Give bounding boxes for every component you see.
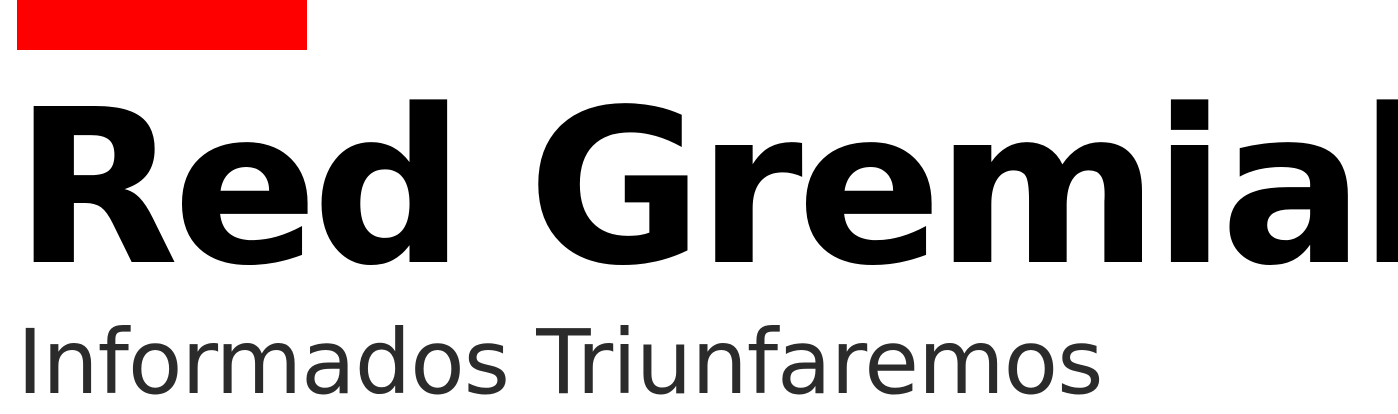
- logo-title: Red Gremial: [14, 64, 1398, 313]
- accent-bar: [17, 0, 307, 50]
- logo-tagline: Informados Triunfaremos: [17, 310, 1104, 414]
